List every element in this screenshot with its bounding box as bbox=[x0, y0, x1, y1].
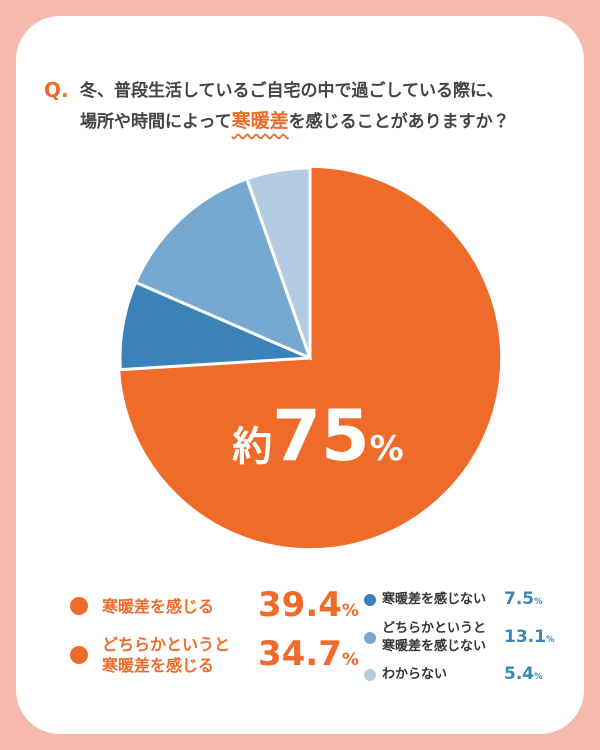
value-label-wrap: 39.4% bbox=[258, 585, 359, 625]
pie-slice bbox=[244, 166, 312, 359]
value-label-wrap: 13.1% bbox=[504, 627, 554, 647]
title-part: 冬、普段生活しているご自宅の中で過ごしている際に、 bbox=[80, 81, 504, 101]
value-label-wrap: 5.4% bbox=[504, 664, 543, 684]
legend-item: わからない bbox=[364, 650, 447, 700]
legend-label: わからない bbox=[382, 667, 448, 682]
center-label-part: 約 bbox=[232, 424, 272, 470]
value-label: 5.4 bbox=[504, 664, 535, 685]
value-unit: % bbox=[545, 635, 555, 646]
value-unit: % bbox=[534, 672, 543, 683]
legend-item: 寒暖差を感じない bbox=[364, 575, 486, 625]
legend-item: どちらかというと 寒暖差を感じる bbox=[70, 630, 230, 680]
center-label-part: % bbox=[370, 429, 404, 469]
center-label: 約75% bbox=[232, 395, 404, 477]
value-label: 13.1 bbox=[504, 627, 546, 648]
legend-label: 寒暖差を感じない bbox=[382, 592, 487, 607]
legend-dot bbox=[364, 632, 376, 644]
pie-slice bbox=[133, 176, 313, 361]
value-label-wrap: 7.5% bbox=[504, 589, 543, 609]
center-label-part: 75 bbox=[272, 395, 369, 477]
value-unit: % bbox=[534, 597, 543, 608]
title-part: を感じることがありますか？ bbox=[288, 112, 510, 132]
question-mark: Q. bbox=[44, 78, 69, 102]
title-part: 場所や時間によって bbox=[80, 112, 232, 132]
value-unit: % bbox=[341, 600, 359, 621]
legend-dot bbox=[364, 594, 376, 606]
legend-item: どちらかというと 寒暖差を感じない bbox=[364, 613, 486, 663]
pie-slice bbox=[120, 357, 429, 549]
pie-slice bbox=[309, 167, 501, 508]
value-unit: % bbox=[341, 649, 359, 670]
legend-label: 寒暖差を感じる bbox=[102, 596, 215, 616]
legend-dot bbox=[364, 669, 376, 681]
legend-dot bbox=[70, 646, 88, 664]
value-label-wrap: 34.7% bbox=[258, 634, 359, 674]
legend-label: どちらかというと 寒暖差を感じる bbox=[102, 635, 231, 675]
value-label: 7.5 bbox=[504, 589, 535, 610]
legend-dot bbox=[70, 597, 88, 615]
value-label: 34.7 bbox=[258, 633, 342, 674]
title: 冬、普段生活しているご自宅の中で過ごしている際に、 場所や時間によって寒暖差を感じ… bbox=[80, 76, 560, 137]
title-highlight: 寒暖差 bbox=[231, 110, 289, 132]
legend-label: どちらかというと 寒暖差を感じない bbox=[382, 621, 487, 654]
value-label: 39.4 bbox=[258, 584, 342, 625]
legend-item: 寒暖差を感じる bbox=[70, 581, 214, 631]
